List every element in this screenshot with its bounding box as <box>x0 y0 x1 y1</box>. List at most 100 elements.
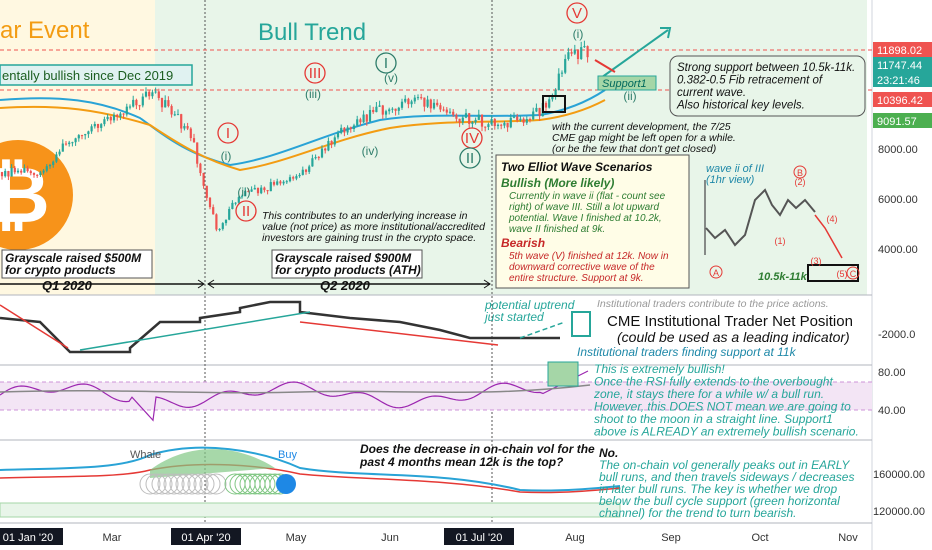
whale-area <box>150 449 275 478</box>
candle-body <box>308 166 311 172</box>
onchain-notes: Does the decrease in on-chain vol for th… <box>359 442 854 520</box>
candle-body <box>365 114 368 122</box>
candle-body <box>452 111 455 115</box>
candle-body <box>340 127 343 134</box>
onchain-vol-red <box>0 463 621 494</box>
candle-body <box>80 135 84 137</box>
candle-body <box>400 101 404 108</box>
time-label: 01 Jan '20 <box>3 532 53 544</box>
candle-body <box>356 119 359 126</box>
candle-body <box>122 113 125 115</box>
candle-body <box>484 126 487 128</box>
onchain-q-line: Does the decrease in on-chain vol for th… <box>360 442 595 456</box>
contrib-line: investors are gaining trust in the crypt… <box>262 232 476 244</box>
candle-body <box>7 170 10 177</box>
candle-body <box>362 114 365 123</box>
candle-body <box>42 170 45 173</box>
wave-label: I <box>226 125 230 142</box>
no-text-line: The on-chain vol generally peaks out in … <box>599 458 850 472</box>
candle-body <box>154 91 157 93</box>
candle-body <box>346 127 349 133</box>
onchain-q-line: past 4 months mean 12k is the top? <box>359 455 564 469</box>
candle-body <box>378 105 381 107</box>
cme-net-position-line <box>0 300 566 354</box>
candle-body <box>327 140 330 151</box>
whale-bubble <box>187 473 209 495</box>
halving-label: ar Event <box>0 17 90 44</box>
no-text-line: bull runs, and then travels sideways / d… <box>599 470 854 484</box>
time-label-box <box>171 528 241 545</box>
candle-body <box>564 58 567 73</box>
candle-body <box>93 124 96 127</box>
bull-line: right) of wave III. Still a lot upward <box>509 202 660 213</box>
wave-label: (ii) <box>623 89 636 103</box>
candle-body <box>58 151 61 155</box>
projection-arrow <box>597 29 669 81</box>
candle-body <box>388 109 391 112</box>
time-label: Sep <box>661 532 681 544</box>
wave-label: I <box>384 55 388 72</box>
buy-bubble <box>254 473 276 495</box>
candle-body <box>237 197 240 203</box>
candle-body <box>375 106 378 113</box>
candle-body <box>487 124 490 128</box>
mini-price <box>705 188 816 247</box>
time-label: Nov <box>838 532 858 544</box>
downtrend-arrow <box>0 304 69 349</box>
candle-body <box>352 125 356 129</box>
wave-circle <box>459 147 481 169</box>
candle-body <box>384 111 388 115</box>
candle-body <box>404 98 407 102</box>
bull-line: potential. Wave I finished at 10.2k, <box>508 213 662 224</box>
candle-body <box>311 158 314 167</box>
onchain-vol-blue <box>0 446 621 492</box>
price-tag <box>873 113 932 128</box>
no-text-line: in later bull runs. The key is whether w… <box>599 482 837 496</box>
candle-body <box>416 97 420 99</box>
bear-line: entire structure. Support at 9k. <box>509 273 644 284</box>
time-label: Aug <box>565 532 585 544</box>
net-position-path <box>0 300 560 354</box>
candle-body <box>426 99 429 107</box>
price-tag-label: 10396.42 <box>877 95 923 107</box>
candle-body <box>132 99 135 107</box>
candle-body <box>10 167 13 177</box>
bull-cycle-channel <box>0 502 621 518</box>
candle-body <box>90 126 93 132</box>
candle-body <box>548 99 551 108</box>
candle-body <box>55 154 58 162</box>
wave-label: IV <box>465 130 479 147</box>
candle-body <box>218 228 221 230</box>
mini-wave-label: B <box>797 168 803 178</box>
gs500-line: Grayscale raised $500M <box>5 251 142 265</box>
candle-body <box>116 114 119 117</box>
candle-body <box>250 189 253 192</box>
price-tag-label: 11898.02 <box>877 45 922 57</box>
downtrend-arrow-2 <box>299 321 499 346</box>
candle-body <box>269 182 272 192</box>
candle-body <box>474 119 477 123</box>
mini-wave-label: (3) <box>811 256 822 266</box>
mini-title-line: (1hr view) <box>706 174 755 186</box>
candle-body <box>144 91 148 97</box>
whale-bubble <box>157 473 179 495</box>
candle-body <box>500 124 503 126</box>
candle-body <box>461 117 464 123</box>
candle-body <box>292 177 295 179</box>
price-axis: 11898.02 11747.44 23:21:46 10396.42 9091.57 8… <box>873 42 932 518</box>
candle-body <box>567 52 570 59</box>
candle-body <box>372 109 375 113</box>
price-tag <box>873 92 932 107</box>
support-line: current wave. <box>677 87 746 99</box>
rsi-tick: 80.00 <box>878 367 906 379</box>
candle-body <box>359 119 362 123</box>
time-label: 01 Jul '20 <box>456 532 503 544</box>
candle-body <box>100 124 103 128</box>
candle-body <box>394 108 397 111</box>
candle-body <box>560 72 564 74</box>
candle-body <box>506 122 509 128</box>
wave-circle <box>566 2 588 24</box>
rsi-note-line: shoot to the moon in a straight line. Su… <box>594 412 833 426</box>
onchain-volume-lines <box>0 446 621 495</box>
